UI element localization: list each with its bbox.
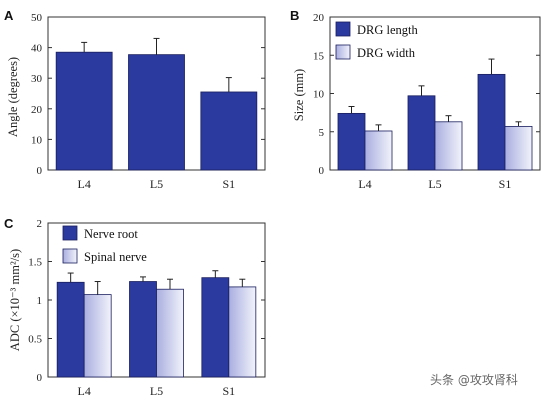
bar-c-spinal-nerve-l5	[156, 288, 184, 378]
legend-label-b: DRG width	[357, 46, 416, 60]
y-tick-label-a: 10	[31, 134, 43, 146]
legend-label-b: DRG length	[357, 23, 419, 37]
bar-c-nerve-root-l4	[56, 281, 85, 378]
y-tick-label-a: 50	[31, 12, 43, 24]
y-tick-label-c: 2	[37, 218, 43, 230]
bar-b-drg-length-s1	[477, 73, 506, 171]
legend-swatch-c	[62, 225, 78, 241]
legend-swatch-b	[335, 21, 351, 37]
bar-c-spinal-nerve-l4	[83, 294, 112, 378]
legend-label-c: Nerve root	[84, 227, 138, 241]
legend-swatch-b	[335, 44, 351, 60]
y-tick-label-a: 40	[31, 43, 43, 55]
watermark-text: 头条 @攻攻肾科	[430, 373, 518, 387]
legend-swatch-c	[62, 248, 78, 264]
x-tick-label-c: L4	[77, 384, 90, 398]
panel-letter-a: A	[4, 8, 14, 23]
bar-c-nerve-root-l5	[129, 281, 157, 378]
bar-a-series-l4	[55, 51, 113, 171]
x-tick-label-b: S1	[499, 177, 512, 191]
bar-a-series-l5	[128, 54, 185, 171]
bar-b-drg-width-l4	[364, 130, 393, 171]
chart-panel-a: A Angle (degrees) 0 10 20 30 40 50 L4 L5 S1	[4, 8, 266, 191]
x-tick-label-b: L5	[428, 177, 441, 191]
bar-c-spinal-nerve-s1	[228, 286, 257, 378]
bar-b-drg-length-l5	[407, 95, 436, 171]
panel-letter-c: C	[4, 216, 14, 231]
y-tick-label-a: 30	[31, 73, 43, 85]
y-tick-label-b: 15	[313, 50, 325, 62]
x-tick-label-b: L4	[358, 177, 371, 191]
y-tick-label-b: 10	[313, 89, 325, 101]
y-tick-label-a: 0	[37, 165, 43, 177]
y-tick-label-c: 1.5	[28, 257, 42, 269]
bar-c-nerve-root-s1	[201, 277, 230, 378]
x-tick-label-a: S1	[222, 177, 235, 191]
x-tick-label-c: L5	[150, 384, 163, 398]
legend-label-c: Spinal nerve	[84, 250, 147, 264]
bar-b-drg-length-l4	[337, 112, 366, 171]
chart-panel-c: C ADC (×10⁻³ mm²/s) 0 0.5 1 1.5 2 L4 L5 S1 Nerve…	[4, 216, 266, 398]
y-tick-label-c: 0	[37, 372, 43, 384]
bar-b-drg-width-l5	[434, 121, 463, 171]
y-tick-label-c: 0.5	[28, 334, 42, 346]
y-axis-label-a: Angle (degrees)	[6, 57, 20, 137]
y-axis-label-c: ADC (×10⁻³ mm²/s)	[8, 249, 22, 351]
y-tick-label-b: 5	[319, 127, 325, 139]
x-tick-label-a: L4	[77, 177, 90, 191]
chart-panel-b: B Size (mm) 0 5 10 15 20 L4 L5 S1 DRG length DRG …	[290, 8, 541, 191]
y-tick-label-b: 0	[319, 165, 325, 177]
y-tick-label-c: 1	[37, 295, 43, 307]
x-tick-label-c: S1	[222, 384, 235, 398]
bar-b-drg-width-s1	[504, 125, 533, 171]
x-tick-label-a: L5	[150, 177, 163, 191]
y-axis-label-b: Size (mm)	[292, 69, 306, 121]
y-tick-label-a: 20	[31, 104, 43, 116]
panel-letter-b: B	[290, 8, 299, 23]
y-tick-label-b: 20	[313, 12, 325, 24]
bar-a-series-s1	[200, 91, 258, 171]
